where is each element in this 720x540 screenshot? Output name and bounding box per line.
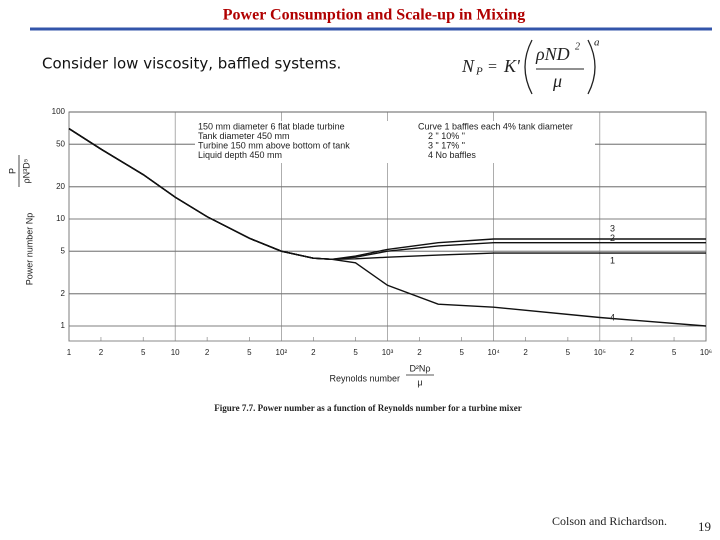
formula-part: N [461, 56, 475, 76]
x-tick-label: 10⁵ [594, 348, 606, 357]
formula-part: ρND [535, 44, 570, 64]
x-tick-label: 5 [566, 348, 571, 357]
annotation: 2 " 10% " [428, 131, 465, 141]
annotation: Liquid depth 450 mm [198, 150, 282, 160]
formula-part: P [475, 66, 483, 78]
annotation: Curve 1 baffles each 4% tank diameter [418, 121, 573, 131]
x-tick-label: 2 [417, 348, 422, 357]
y-tick-label: 20 [56, 182, 65, 191]
annotation: 150 mm diameter 6 flat blade turbine [198, 121, 345, 131]
formula-part: = [488, 59, 497, 76]
y-tick-label: 1 [61, 321, 66, 330]
x-label-formula: μ [417, 377, 422, 387]
x-tick-label: 10⁶ [700, 348, 712, 357]
formula-part: μ [552, 71, 562, 91]
x-tick-label: 2 [311, 348, 316, 357]
x-tick-label: 5 [353, 348, 358, 357]
paren [524, 39, 533, 95]
series-label: 3 [610, 223, 615, 233]
annotation: Turbine 150 mm above bottom of tank [198, 140, 350, 150]
caption: Figure 7.7. Power number as a function o… [214, 403, 521, 413]
annotation-bg [195, 121, 595, 163]
source: Colson and Richardson. [552, 514, 667, 528]
x-tick-label: 10² [276, 348, 288, 357]
y-tick-label: 100 [52, 107, 66, 116]
formula-part: 2 [575, 41, 580, 52]
x-label-formula: D²Nρ [409, 363, 430, 373]
slide-title: Power Consumption and Scale-up in Mixing [223, 7, 525, 24]
y-tick-label: 2 [61, 289, 66, 298]
x-label: Reynolds number [329, 373, 400, 383]
series-label: 1 [610, 255, 615, 265]
formula-part: a [594, 37, 600, 49]
formula-part: K' [503, 56, 521, 76]
x-tick-label: 2 [99, 348, 104, 357]
page-number: 19 [698, 519, 711, 534]
series-label: 4 [610, 312, 615, 322]
annotation: 3 " 17% " [428, 140, 465, 150]
y-tick-label: 5 [61, 246, 66, 255]
x-tick-label: 10⁴ [487, 348, 500, 357]
series-label: 2 [610, 233, 615, 243]
x-tick-label: 10 [171, 348, 180, 357]
x-tick-label: 2 [630, 348, 635, 357]
x-tick-label: 10³ [382, 348, 394, 357]
annotation: 4 No baffles [428, 150, 476, 160]
y-label: Power number Np [24, 213, 34, 286]
subtitle: Consider low viscosity, baffled systems. [42, 55, 341, 73]
x-tick-label: 2 [205, 348, 210, 357]
y-tick-label: 50 [56, 139, 65, 148]
formula: N P = K' ρND 2 μ a [461, 37, 600, 95]
x-tick-label: 2 [523, 348, 528, 357]
annotation: Tank diameter 450 mm [198, 131, 290, 141]
x-tick-label: 5 [459, 348, 464, 357]
x-tick-label: 5 [247, 348, 252, 357]
series-line [68, 128, 707, 327]
x-tick-label: 5 [141, 348, 146, 357]
y-tick-label: 10 [56, 214, 65, 223]
y-label-formula: ρN³D⁵ [21, 158, 31, 183]
x-tick-label: 5 [672, 348, 677, 357]
y-label-formula: P [7, 168, 17, 174]
y-axis-label: Power number Np P ρN³D⁵ [7, 155, 34, 285]
x-tick-label: 1 [67, 348, 72, 357]
paren [587, 39, 596, 95]
